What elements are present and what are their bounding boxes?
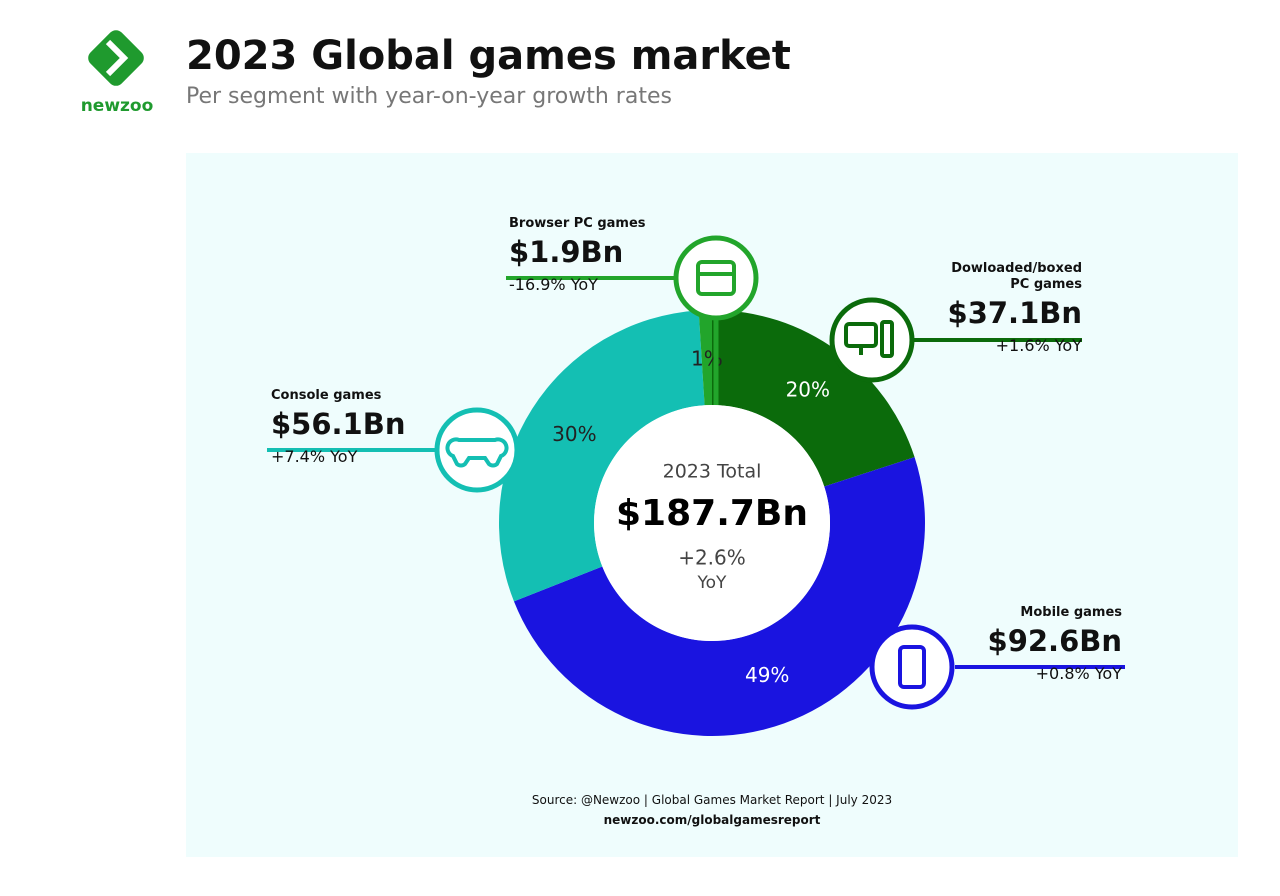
donut-segment — [712, 310, 915, 487]
callout: Browser PC games $1.9Bn -16.9% YoY — [509, 216, 709, 298]
donut-hole — [594, 405, 830, 641]
callout-label: Browser PC games — [509, 216, 646, 231]
center-unit: YoY — [697, 573, 728, 593]
callout: Dowloaded/boxed PC games $37.1Bn +1.6% YoY — [882, 261, 1082, 359]
callout-amount: $37.1Bn — [947, 296, 1082, 330]
icon-ring — [434, 407, 520, 493]
segment-percent: 49% — [745, 663, 789, 687]
callout-amount: $56.1Bn — [271, 407, 406, 441]
callout-growth: +0.8% YoY — [1035, 664, 1122, 683]
callout-label: Console games — [271, 388, 382, 403]
segment-percent: 30% — [552, 422, 596, 446]
callout: Mobile games $92.6Bn +0.8% YoY — [922, 605, 1122, 687]
callout-label: Mobile games — [1020, 605, 1122, 620]
icon-part — [898, 645, 926, 689]
center-growth: +2.6% — [678, 546, 746, 570]
donut-segment — [498, 310, 705, 602]
source-line: Source: @Newzoo | Global Games Market Re… — [531, 793, 893, 807]
icon — [445, 437, 509, 468]
icon-ring — [673, 235, 759, 321]
icon — [844, 320, 894, 358]
callout-amount: $92.6Bn — [987, 624, 1122, 658]
donut-segment — [513, 457, 925, 736]
logo-text: newzoo — [81, 96, 154, 116]
icon — [898, 645, 926, 689]
segment-percent: 20% — [786, 378, 830, 402]
callout-growth: +7.4% YoY — [271, 447, 358, 466]
callout-label: Dowloaded/boxed PC games — [951, 261, 1082, 292]
icon-part — [880, 320, 894, 358]
logo-mark: newzoo — [81, 30, 154, 116]
callout-growth: -16.9% YoY — [509, 275, 598, 294]
icon-ring — [869, 624, 955, 710]
center-total: $187.7Bn — [616, 493, 808, 534]
center-label: 2023 Total — [663, 461, 762, 483]
callout-growth: +1.6% YoY — [995, 336, 1082, 355]
icon-part — [696, 260, 736, 296]
chart-title: 2023 Global games market — [186, 33, 791, 79]
callout: Console games $56.1Bn +7.4% YoY — [271, 388, 491, 470]
donut-segment — [698, 310, 712, 406]
icon-ring — [829, 297, 915, 383]
source-url: newzoo.com/globalgamesreport — [603, 813, 821, 827]
icon — [696, 260, 736, 296]
icon-part — [445, 437, 509, 468]
chart-subtitle: Per segment with year-on-year growth rat… — [186, 84, 672, 109]
callout-amount: $1.9Bn — [509, 235, 624, 269]
source: Source: @Newzoo | Global Games Market Re… — [412, 790, 1012, 830]
